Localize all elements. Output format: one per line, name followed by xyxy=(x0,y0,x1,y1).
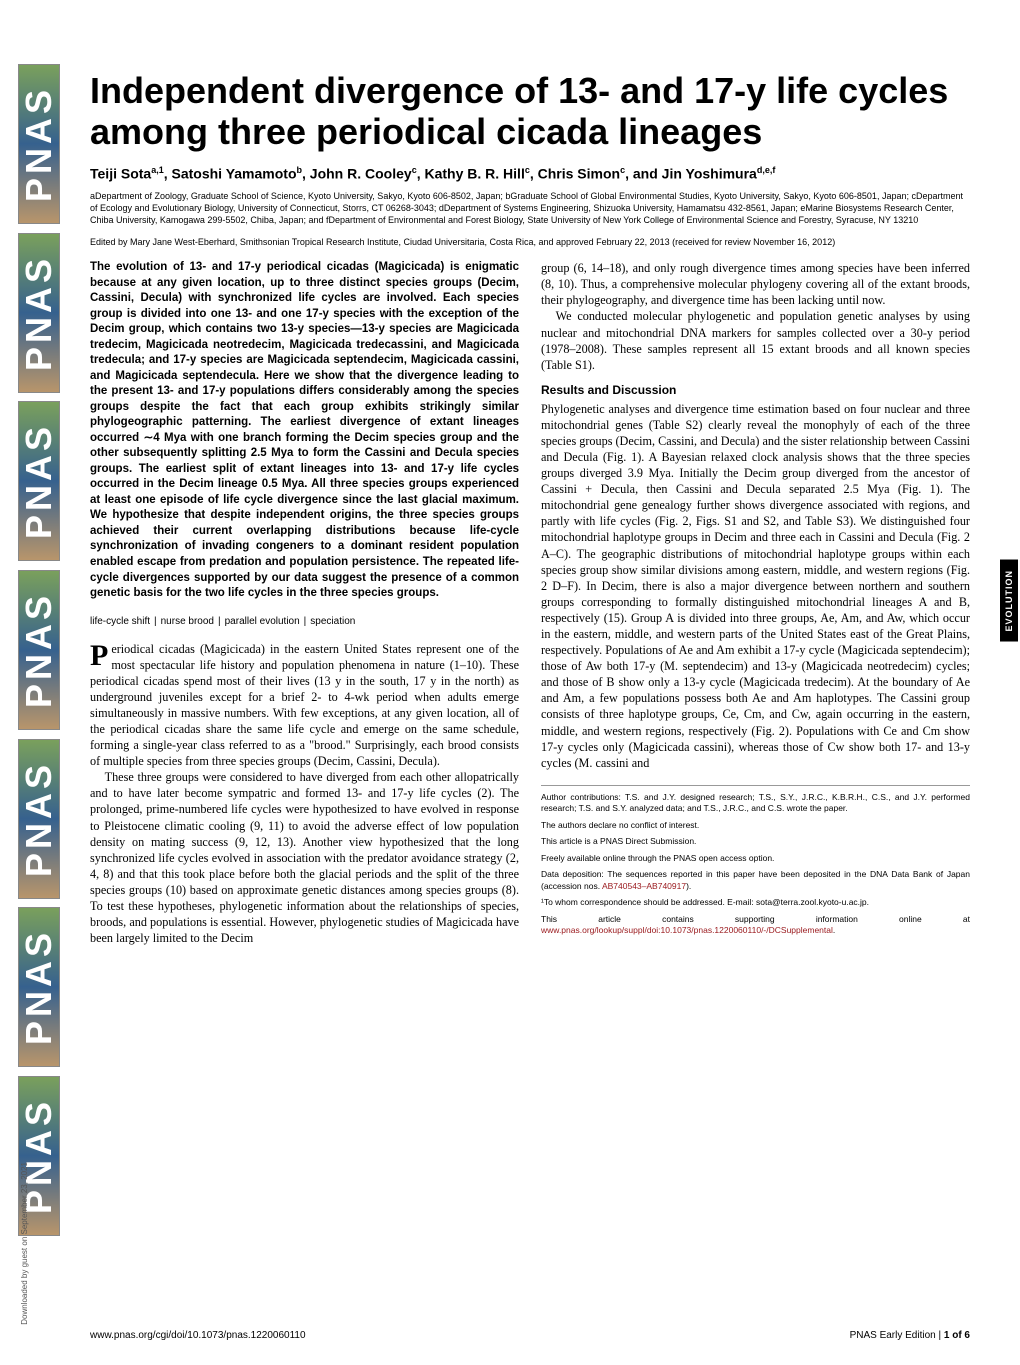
article-title: Independent divergence of 13- and 17-y l… xyxy=(90,70,970,153)
footnote-data-deposition: Data deposition: The sequences reported … xyxy=(541,869,970,892)
footnote-direct-submission: This article is a PNAS Direct Submission… xyxy=(541,836,970,847)
keyword: nurse brood xyxy=(161,616,214,627)
body-paragraph: These three groups were considered to ha… xyxy=(90,769,519,946)
footnotes-block: Author contributions: T.S. and J.Y. desi… xyxy=(541,785,970,937)
footnote-text: . xyxy=(833,925,835,935)
keyword: speciation xyxy=(310,616,355,627)
pnas-logo: PNAS xyxy=(18,233,60,393)
footnote-text: This article contains supporting informa… xyxy=(541,914,970,924)
abstract: The evolution of 13- and 17-y periodical… xyxy=(90,260,519,601)
two-column-body: The evolution of 13- and 17-y periodical… xyxy=(90,260,970,946)
pnas-logo: PNAS xyxy=(18,570,60,730)
body-paragraph-text: eriodical cicadas (Magicicada) in the ea… xyxy=(90,642,519,769)
body-text-right: group (6, 14–18), and only rough diverge… xyxy=(541,260,970,771)
separator-icon: | xyxy=(304,616,307,627)
footer-doi[interactable]: www.pnas.org/cgi/doi/10.1073/pnas.122006… xyxy=(90,1330,306,1341)
footer-page-info: PNAS Early Edition | 1 of 6 xyxy=(850,1330,970,1341)
pnas-logo: PNAS xyxy=(18,64,60,224)
supplemental-link[interactable]: www.pnas.org/lookup/suppl/doi:10.1073/pn… xyxy=(541,925,833,935)
pnas-logo: PNAS xyxy=(18,739,60,899)
body-paragraph: Phylogenetic analyses and divergence tim… xyxy=(541,401,970,771)
page-footer: www.pnas.org/cgi/doi/10.1073/pnas.122006… xyxy=(90,1330,970,1341)
body-paragraph: group (6, 14–18), and only rough diverge… xyxy=(541,260,970,308)
keywords-line: life-cycle shift | nurse brood | parallel ev… xyxy=(90,616,519,627)
author-list: Teiji Sotaa,1, Satoshi Yamamotob, John R… xyxy=(90,165,970,182)
separator-icon: | xyxy=(154,616,157,627)
journal-logo-strip: PNAS PNAS PNAS PNAS PNAS PNAS PNAS xyxy=(18,60,60,1240)
pnas-logo: PNAS xyxy=(18,401,60,561)
keyword: life-cycle shift xyxy=(90,616,150,627)
separator-icon: | xyxy=(218,616,221,627)
accession-link[interactable]: AB740543–AB740917 xyxy=(602,881,686,891)
footer-page-number: 1 of 6 xyxy=(944,1330,970,1341)
footnote-correspondence: ¹To whom correspondence should be addres… xyxy=(541,897,970,908)
section-heading-results: Results and Discussion xyxy=(541,383,970,399)
body-paragraph: We conducted molecular phylogenetic and … xyxy=(541,308,970,372)
affiliations: aDepartment of Zoology, Graduate School … xyxy=(90,191,970,226)
keyword: parallel evolution xyxy=(225,616,300,627)
footnote-open-access: Freely available online through the PNAS… xyxy=(541,853,970,864)
footnote-text: ). xyxy=(686,881,691,891)
footer-separator: | xyxy=(936,1330,944,1341)
article-page: Independent divergence of 13- and 17-y l… xyxy=(90,70,970,946)
section-tab-evolution: EVOLUTION xyxy=(1000,560,1018,642)
dropcap: P xyxy=(90,641,111,669)
editor-note: Edited by Mary Jane West-Eberhard, Smith… xyxy=(90,237,970,249)
pnas-logo: PNAS xyxy=(18,907,60,1067)
right-column: group (6, 14–18), and only rough diverge… xyxy=(541,260,970,946)
footnote-conflict: The authors declare no conflict of inter… xyxy=(541,820,970,831)
download-watermark: Downloaded by guest on September 23, 202… xyxy=(20,1162,29,1325)
body-paragraph: Periodical cicadas (Magicicada) in the e… xyxy=(90,641,519,770)
body-text-left: Periodical cicadas (Magicicada) in the e… xyxy=(90,641,519,947)
left-column: The evolution of 13- and 17-y periodical… xyxy=(90,260,519,946)
footnote-author-contrib: Author contributions: T.S. and J.Y. desi… xyxy=(541,792,970,815)
footer-edition: PNAS Early Edition xyxy=(850,1330,936,1341)
footnote-supplemental: This article contains supporting informa… xyxy=(541,914,970,937)
